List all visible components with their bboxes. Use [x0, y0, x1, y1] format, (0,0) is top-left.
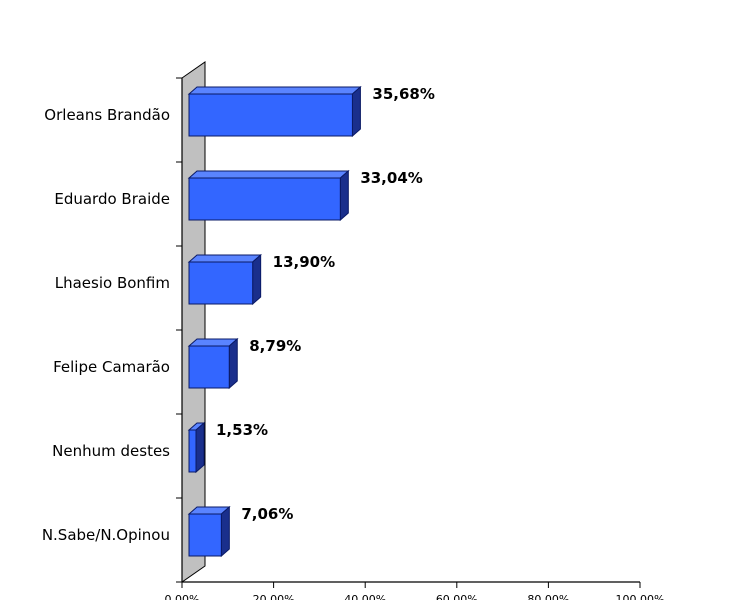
chart-side-wall: [181, 61, 206, 583]
data-label: 8,79%: [249, 337, 301, 355]
bar: [187, 253, 262, 306]
bar-front: [188, 93, 353, 137]
bar: [187, 85, 362, 138]
bar: [187, 505, 231, 558]
x-tick-label: 80,00%: [527, 593, 569, 600]
bar: [187, 421, 206, 474]
bar: [187, 169, 350, 222]
x-tick-label: 60,00%: [436, 593, 478, 600]
data-label: 33,04%: [360, 169, 422, 187]
bar-top: [187, 86, 362, 95]
category-label: Nenhum destes: [52, 442, 170, 460]
data-label: 7,06%: [241, 505, 293, 523]
bar-front: [188, 513, 222, 557]
x-tick-label: 0,00%: [165, 593, 200, 600]
bar-front: [188, 345, 230, 389]
bar-side: [339, 169, 349, 222]
bar-side: [351, 85, 361, 138]
bar-side: [252, 253, 262, 306]
bar: [187, 337, 239, 390]
bar-front: [188, 429, 197, 473]
bar-side: [228, 337, 238, 390]
x-tick-label: 40,00%: [344, 593, 386, 600]
data-label: 35,68%: [372, 85, 434, 103]
category-label: Lhaesio Bonfim: [55, 274, 170, 292]
bar-side: [195, 421, 205, 474]
bar-top: [187, 170, 350, 179]
x-tick-label: 100,00%: [616, 593, 665, 600]
category-label: N.Sabe/N.Opinou: [42, 526, 170, 544]
labels: Orleans Brandão 35,68% Eduardo Braide 33,04…: [42, 85, 435, 544]
bar-front: [188, 177, 341, 221]
bar-side: [220, 505, 230, 558]
x-tick-label: 20,00%: [253, 593, 295, 600]
axis-ticks: 0,00% 20,00% 40,00% 60,00% 80,00% 100,00%: [165, 77, 665, 600]
bar-front: [188, 261, 254, 305]
data-label: 13,90%: [273, 253, 335, 271]
category-label: Orleans Brandão: [44, 106, 170, 124]
category-label: Eduardo Braide: [54, 190, 170, 208]
data-label: 1,53%: [216, 421, 268, 439]
bars: [187, 85, 362, 558]
bar-top: [187, 254, 262, 263]
category-label: Felipe Camarão: [53, 358, 170, 376]
